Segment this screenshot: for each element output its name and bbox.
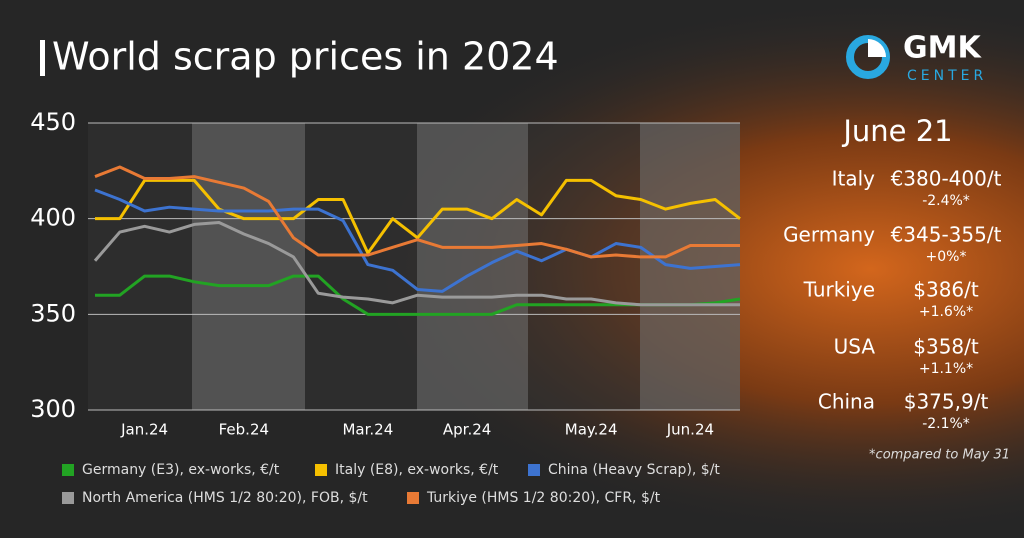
legend-swatch bbox=[62, 492, 74, 504]
legend-swatch bbox=[315, 464, 327, 476]
legend-label: Turkiye (HMS 1/2 80:20), CFR, $/t bbox=[426, 490, 661, 506]
panel-change: +1.6%* bbox=[919, 304, 973, 320]
x-tick-label: Jun.24 bbox=[666, 421, 714, 439]
panel-change: -2.1%* bbox=[922, 416, 970, 432]
logo-sub: CENTER bbox=[907, 68, 987, 84]
series-line bbox=[94, 165, 740, 259]
panel-country: Germany bbox=[783, 223, 875, 247]
legend-label: Italy (E8), ex-works, €/t bbox=[335, 462, 499, 478]
panel-price: $386/t bbox=[913, 278, 979, 302]
panel-price: $358/t bbox=[913, 335, 979, 359]
y-tick-label: 350 bbox=[30, 299, 76, 327]
series-line bbox=[94, 188, 741, 293]
series-line bbox=[95, 178, 741, 255]
legend-swatch bbox=[528, 464, 540, 476]
panel-note: *compared to May 31 bbox=[869, 448, 1010, 463]
panel-price: €345-355/t bbox=[891, 223, 1002, 247]
legend-label: Germany (E3), ex-works, €/t bbox=[82, 462, 280, 478]
legend-swatch bbox=[407, 492, 419, 504]
panel-country: Turkiye bbox=[803, 278, 875, 302]
y-tick-label: 450 bbox=[30, 108, 76, 136]
panel-country: USA bbox=[834, 335, 876, 359]
panel-country: Italy bbox=[832, 167, 876, 191]
x-tick-label: Apr.24 bbox=[443, 421, 491, 439]
legend-swatch bbox=[62, 464, 74, 476]
panel-change: -2.4%* bbox=[922, 193, 970, 209]
month-band bbox=[192, 123, 305, 410]
month-band bbox=[417, 123, 528, 410]
y-tick-label: 400 bbox=[30, 204, 76, 232]
panel-price: €380-400/t bbox=[891, 167, 1002, 191]
x-tick-label: Feb.24 bbox=[219, 421, 269, 439]
logo-name: GMK bbox=[903, 31, 982, 66]
series-line bbox=[93, 220, 740, 307]
panel-price: $375,9/t bbox=[904, 390, 989, 414]
panel-change: +1.1%* bbox=[919, 361, 973, 377]
panel-country: China bbox=[818, 390, 875, 414]
x-tick-label: Jan.24 bbox=[120, 421, 168, 439]
legend-label: North America (HMS 1/2 80:20), FOB, $/t bbox=[82, 490, 368, 506]
legend-label: China (Heavy Scrap), $/t bbox=[548, 462, 720, 478]
logo-icon bbox=[868, 39, 886, 57]
panel-date: June 21 bbox=[841, 114, 952, 148]
y-tick-label: 300 bbox=[30, 395, 76, 423]
title-bar bbox=[40, 40, 45, 76]
panel-change: +0%* bbox=[926, 249, 967, 265]
x-tick-label: May.24 bbox=[565, 421, 618, 439]
title: World scrap prices in 2024 bbox=[52, 35, 559, 79]
x-tick-label: Mar.24 bbox=[342, 421, 393, 439]
